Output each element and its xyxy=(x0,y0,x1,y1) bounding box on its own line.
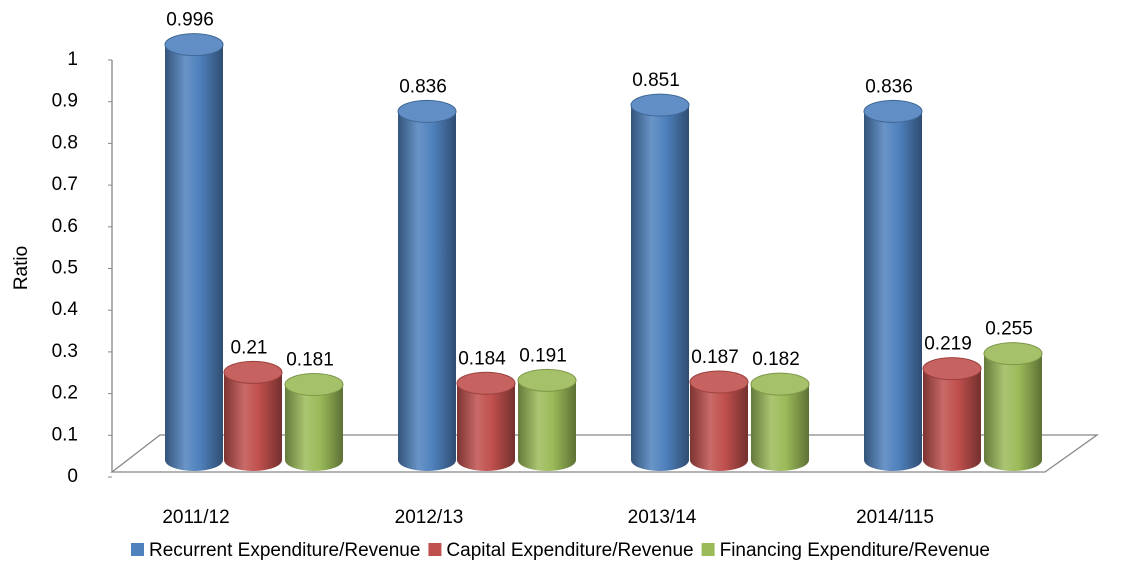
cylinder-top xyxy=(630,93,690,117)
bar xyxy=(631,105,689,461)
y-axis-label: Ratio xyxy=(11,246,32,290)
legend-swatch xyxy=(130,543,144,556)
value-label: 0.187 xyxy=(691,347,739,368)
y-tick-label: 0.9 xyxy=(52,91,78,112)
bar xyxy=(923,368,981,460)
x-tick-label: 2013/14 xyxy=(628,507,697,528)
value-label: 0.836 xyxy=(865,76,913,97)
bar xyxy=(224,372,282,460)
y-tick-label: 0.5 xyxy=(52,258,78,279)
y-tick-label: 0.6 xyxy=(52,216,78,237)
y-tick-label: 0.2 xyxy=(52,383,78,404)
bar xyxy=(457,383,515,460)
bar xyxy=(864,111,922,460)
bar xyxy=(285,384,343,460)
bar xyxy=(398,111,456,460)
cylinder-top xyxy=(750,372,810,396)
value-label: 0.21 xyxy=(231,337,268,358)
x-tick-label: 2012/13 xyxy=(395,507,464,528)
cylinder-top xyxy=(397,99,457,123)
cylinder-top xyxy=(689,370,749,394)
x-tick-label: 2014/115 xyxy=(856,507,934,528)
y-tick-label: 0 xyxy=(67,466,78,487)
y-tick-label: 1 xyxy=(67,49,78,70)
cylinder-top xyxy=(517,368,577,392)
value-label: 0.191 xyxy=(519,345,567,366)
value-label: 0.996 xyxy=(166,10,214,31)
y-tick-label: 0.8 xyxy=(52,132,78,153)
bar xyxy=(518,380,576,460)
bar xyxy=(751,384,809,460)
y-tick-label: 0.1 xyxy=(52,424,78,445)
legend-label: Recurrent Expenditure/Revenue xyxy=(149,540,420,561)
legend-label: Financing Expenditure/Revenue xyxy=(720,540,990,561)
bar xyxy=(690,382,748,460)
y-tick-label: 0.4 xyxy=(52,299,79,320)
value-label: 0.851 xyxy=(632,70,680,91)
cylinder-top xyxy=(922,357,982,381)
value-label: 0.836 xyxy=(399,76,447,97)
floor xyxy=(110,434,1100,473)
legend-label: Capital Expenditure/Revenue xyxy=(446,540,693,561)
cylinder-top xyxy=(284,373,344,397)
cylinder-top xyxy=(456,371,516,395)
value-label: 0.182 xyxy=(752,349,800,370)
y-tick-label: 0.3 xyxy=(52,341,78,362)
value-label: 0.184 xyxy=(458,348,506,369)
y-tick-label: 0.7 xyxy=(52,174,78,195)
cylinder-top xyxy=(223,360,283,384)
cylinder-top xyxy=(164,33,224,57)
cylinder-top xyxy=(863,99,923,123)
value-label: 0.255 xyxy=(985,319,1033,340)
value-label: 0.181 xyxy=(286,350,334,371)
bar xyxy=(165,44,223,460)
cylinder-top xyxy=(983,342,1043,366)
legend-swatch xyxy=(701,543,715,556)
value-label: 0.219 xyxy=(924,334,972,355)
bar xyxy=(984,353,1042,460)
legend-swatch xyxy=(428,543,442,556)
x-tick-label: 2011/12 xyxy=(162,507,229,528)
